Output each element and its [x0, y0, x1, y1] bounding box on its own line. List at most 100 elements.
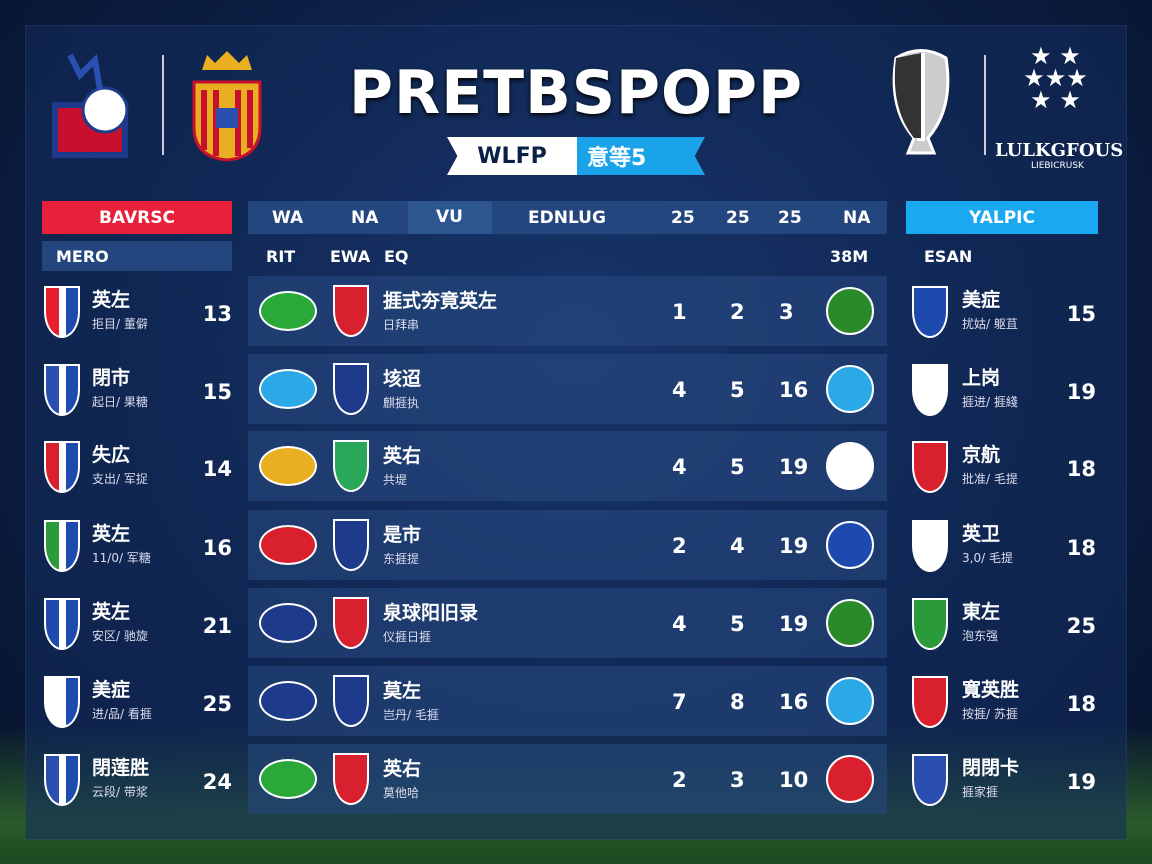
right-team-row[interactable]: 閉閉卡 捱家捱 19 [906, 746, 1096, 816]
match-row[interactable]: 泉球阳旧录 仪捱日捱 4 5 19 [248, 588, 887, 658]
team-crest-icon [44, 754, 80, 806]
team-name: 東左 [962, 601, 1001, 623]
match-row[interactable]: 垓迢 麒捱执 4 5 16 [248, 354, 887, 424]
team-value: 25 [1066, 614, 1096, 638]
left-team-row[interactable]: 失広 支出/ 军捉 14 [42, 433, 232, 503]
stat-2: 2 [730, 300, 745, 324]
right-subheader: ESAN [906, 241, 1098, 271]
team-crest-icon [912, 598, 948, 650]
right-team-row[interactable]: 東左 泡东强 25 [906, 590, 1096, 660]
starball-icon: ★ ★ ★★★ ★ ★ [1023, 42, 1088, 114]
team-subtitle: 按捱/ 苏捱 [962, 707, 1018, 721]
col-header: 25 [778, 207, 802, 228]
stat-1: 2 [672, 768, 687, 792]
match-name: 莫左 [383, 680, 422, 702]
right-team-row[interactable]: 美症 扰姑/ 躯苴 15 [906, 278, 1096, 348]
stat-3: 19 [779, 534, 809, 558]
home-badge-icon [259, 525, 317, 565]
team-value: 21 [202, 614, 232, 638]
team-crest-icon [912, 286, 948, 338]
col-header: 25 [671, 207, 695, 228]
result-badge-icon [826, 755, 874, 803]
divider [984, 55, 986, 155]
away-crest-icon [333, 440, 369, 492]
stat-1: 2 [672, 534, 687, 558]
match-name: 泉球阳旧录 [383, 602, 479, 624]
home-badge-icon [259, 681, 317, 721]
home-badge-icon [259, 446, 317, 486]
col-header: NA [351, 207, 379, 228]
stat-1: 7 [672, 690, 687, 714]
stat-2: 8 [730, 690, 745, 714]
match-row[interactable]: 英右 共堤 4 5 19 [248, 431, 887, 501]
right-team-row[interactable]: 上岗 捱进/ 捱綫 19 [906, 356, 1096, 426]
stat-1: 4 [672, 612, 687, 636]
team-crest-icon [44, 364, 80, 416]
team-subtitle: 泡东强 [962, 629, 999, 643]
team-value: 18 [1066, 536, 1096, 560]
stat-1: 4 [672, 378, 687, 402]
right-subheader-label: ESAN [924, 246, 973, 266]
left-team-row[interactable]: 美症 进/品/ 看捱 25 [42, 668, 232, 738]
left-team-row[interactable]: 閉市 起日/ 果糖 15 [42, 356, 232, 426]
team-value: 13 [202, 302, 232, 326]
team-name: 失広 [92, 444, 131, 466]
team-value: 15 [1066, 302, 1096, 326]
team-subtitle: 支出/ 军捉 [92, 472, 148, 486]
team-subtitle: 进/品/ 看捱 [92, 707, 152, 721]
team-subtitle: 云段/ 带浆 [92, 785, 148, 799]
result-badge-icon [826, 521, 874, 569]
home-badge-icon [259, 603, 317, 643]
col-header: WA [272, 207, 304, 228]
middle-subheader: RIT EWA EQ 38M [248, 241, 887, 271]
right-team-row[interactable]: 寬英胜 按捱/ 苏捱 18 [906, 668, 1096, 738]
match-subtitle: 莫他哈 [383, 786, 420, 800]
away-crest-icon [333, 363, 369, 415]
left-team-row[interactable]: 英左 11/0/ 军糖 16 [42, 512, 232, 582]
ribbon-right: 意等5 [577, 137, 705, 175]
col-header: VU [408, 201, 492, 234]
match-row[interactable]: 英右 莫他哈 2 3 10 [248, 744, 887, 814]
team-name: 閉閉卡 [962, 757, 1020, 779]
stat-3: 19 [779, 455, 809, 479]
left-team-row[interactable]: 閉莲胜 云段/ 带浆 24 [42, 746, 232, 816]
team-value: 25 [202, 692, 232, 716]
team-subtitle: 拒目/ 董僻 [92, 317, 148, 331]
stat-3: 16 [779, 690, 809, 714]
right-header-label: YALPIC [969, 207, 1035, 228]
match-name: 垓迢 [383, 368, 422, 390]
subheader-label: EQ [384, 246, 409, 266]
right-team-row[interactable]: 京航 批准/ 毛提 18 [906, 433, 1096, 503]
stat-2: 3 [730, 768, 745, 792]
match-row[interactable]: 是市 东捱提 2 4 19 [248, 510, 887, 580]
result-badge-icon [826, 677, 874, 725]
left-subheader: MERO [42, 241, 232, 271]
match-row[interactable]: 莫左 岂丹/ 毛捱 7 8 16 [248, 666, 887, 736]
stat-1: 4 [672, 455, 687, 479]
team-name: 英左 [92, 601, 131, 623]
stat-2: 5 [730, 378, 745, 402]
result-badge-icon [826, 287, 874, 335]
team-value: 19 [1066, 380, 1096, 404]
home-badge-icon [259, 291, 317, 331]
right-team-row[interactable]: 英卫 3,0/ 毛提 18 [906, 512, 1096, 582]
team-crest-icon [912, 441, 948, 493]
divider [162, 55, 164, 155]
team-name: 英卫 [962, 523, 1001, 545]
left-team-row[interactable]: 英左 拒目/ 董僻 13 [42, 278, 232, 348]
team-name: 閉莲胜 [92, 757, 150, 779]
left-team-row[interactable]: 英左 安区/ 驰旋 21 [42, 590, 232, 660]
home-badge-icon [259, 369, 317, 409]
match-row[interactable]: 捱式夯竟英左 日拜串 1 2 3 [248, 276, 887, 346]
team-crest-icon [912, 520, 948, 572]
match-subtitle: 岂丹/ 毛捱 [383, 708, 439, 722]
team-subtitle: 11/0/ 军糖 [92, 551, 151, 565]
col-header: 25 [726, 207, 750, 228]
team-name: 美症 [962, 289, 1001, 311]
team-subtitle: 起日/ 果糖 [92, 395, 148, 409]
team-subtitle: 捱进/ 捱綫 [962, 395, 1018, 409]
middle-column-header: WA NA VU EDNLUG 25 25 25 NA [248, 201, 887, 234]
team-name: 寬英胜 [962, 679, 1020, 701]
left-column-header: BAVRSC [42, 201, 232, 234]
team-name: 上岗 [962, 367, 1001, 389]
